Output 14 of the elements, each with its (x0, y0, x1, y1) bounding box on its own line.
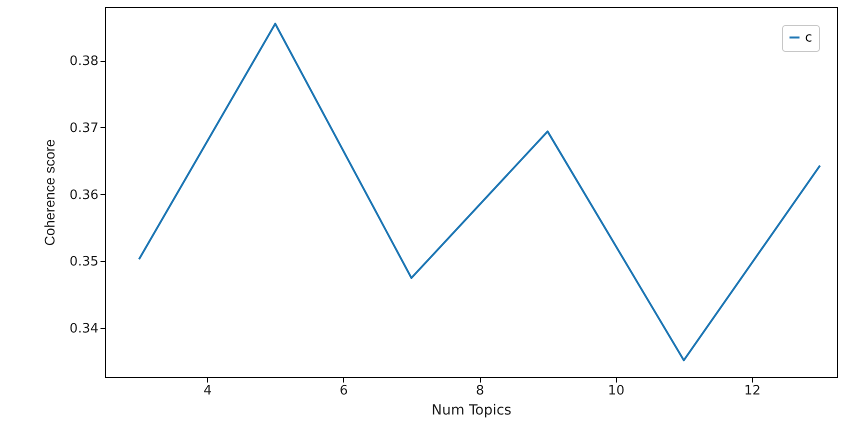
y-tick-label: 0.34 (70, 322, 98, 337)
x-tick-label: 8 (476, 384, 484, 398)
x-axis-title: Num Topics (432, 402, 512, 418)
y-tick-label: 0.36 (70, 188, 98, 203)
y-axis-title: Coherence score (42, 138, 58, 246)
line-series (138, 22, 821, 362)
legend-label: c (805, 30, 812, 46)
x-tick-label: 10 (608, 384, 624, 398)
y-tick-label: 0.37 (70, 120, 98, 136)
x-tick-label: 6 (340, 384, 348, 398)
y-tick-label: 0.38 (70, 54, 98, 70)
x-tick-label: 12 (744, 384, 761, 398)
y-tick-label: 0.35 (70, 254, 98, 270)
x-tick-label: 4 (204, 384, 212, 398)
